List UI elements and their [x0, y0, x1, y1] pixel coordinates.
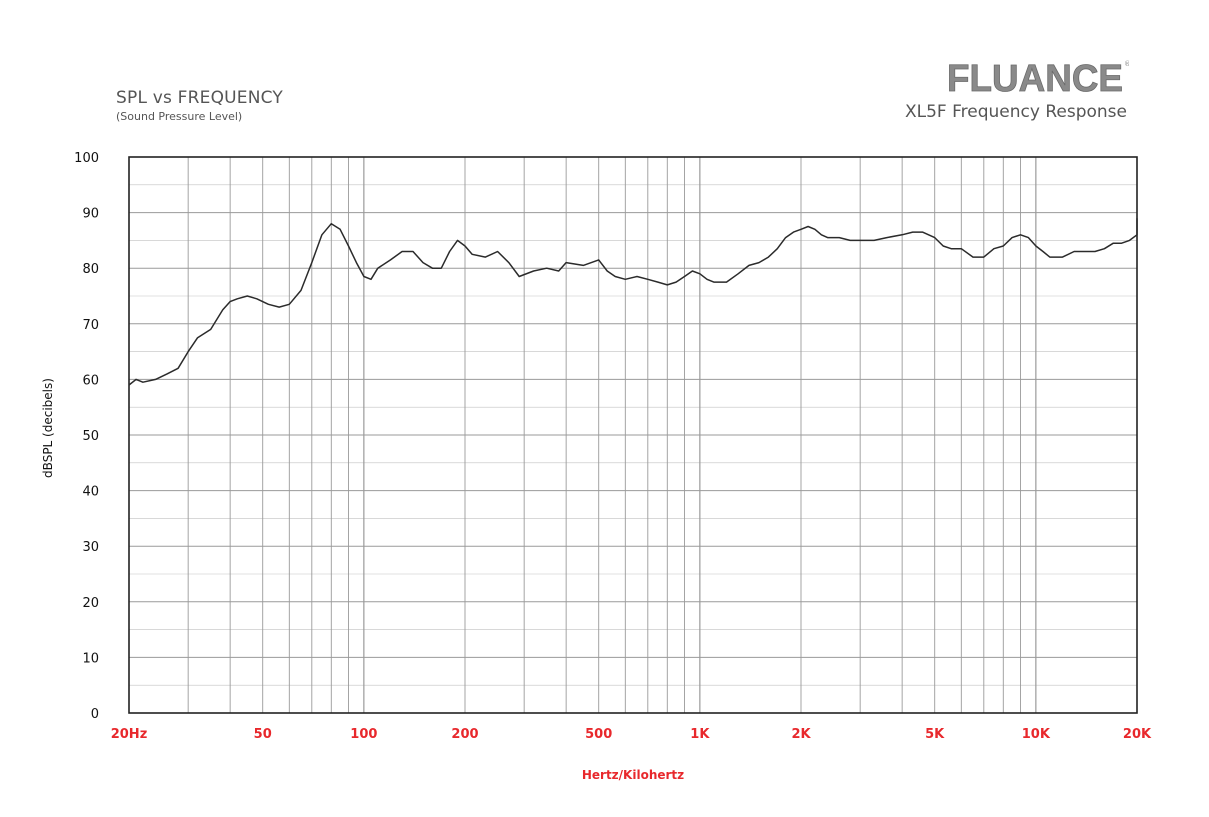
x-tick-label: 20Hz: [111, 727, 148, 742]
y-tick-label: 60: [82, 373, 99, 388]
y-tick-label: 100: [74, 151, 99, 166]
frequency-response-line: [128, 218, 1138, 386]
y-axis-label: dBSPL (decibels): [41, 378, 55, 478]
y-tick-label: 30: [82, 540, 99, 555]
y-tick-label: 20: [82, 596, 99, 611]
y-tick-label: 80: [82, 262, 99, 277]
y-tick-label: 0: [91, 707, 99, 722]
y-tick-label: 90: [82, 207, 99, 222]
x-tick-label: 200: [451, 727, 478, 742]
x-tick-label: 2K: [791, 727, 811, 742]
y-tick-label: 40: [82, 485, 99, 500]
x-tick-label: 10K: [1022, 727, 1051, 742]
x-tick-label: 5K: [925, 727, 945, 742]
x-axis-label: Hertz/Kilohertz: [582, 768, 684, 782]
y-tick-label: 50: [82, 429, 99, 444]
y-tick-label: 70: [82, 318, 99, 333]
x-tick-label: 20K: [1123, 727, 1152, 742]
chart-title: SPL vs FREQUENCY: [116, 88, 284, 108]
brand-logo-text: FLUANCE: [947, 58, 1123, 96]
x-tick-label: 50: [254, 727, 272, 742]
y-tick-label: 10: [82, 651, 99, 666]
plot-frame: [128, 156, 1138, 714]
x-tick-label: 1K: [690, 727, 710, 742]
registered-mark: ®: [1124, 60, 1129, 68]
x-tick-label: 500: [585, 727, 612, 742]
x-tick-label: 100: [350, 727, 377, 742]
product-title: XL5F Frequency Response: [905, 102, 1127, 122]
brand-logo: FLUANCE ®: [947, 58, 1129, 96]
chart-subtitle: (Sound Pressure Level): [116, 110, 243, 123]
